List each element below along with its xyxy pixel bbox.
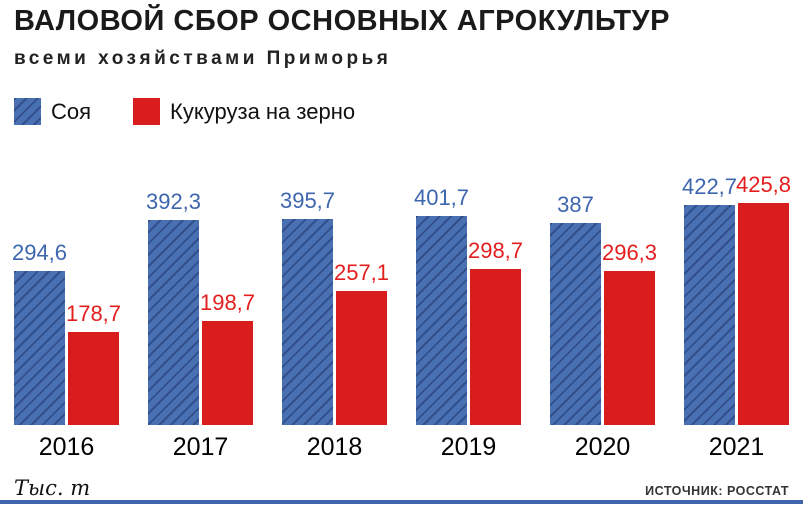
soy-value-label: 392,3 — [145, 189, 202, 215]
soy-value-label: 401,7 — [413, 185, 470, 211]
legend-item-soy: Соя — [14, 98, 92, 126]
legend: Соя Кукуруза на зерно — [14, 98, 789, 126]
page-title: ВАЛОВОЙ СБОР ОСНОВНЫХ АГРОКУЛЬТУР — [14, 5, 670, 37]
year-label: 2016 — [38, 433, 95, 462]
soy-column: 387 — [550, 192, 601, 426]
corn-bar — [470, 269, 521, 426]
page-subtitle: всеми хозяйствами Приморья — [14, 48, 392, 70]
corn-bar — [68, 332, 119, 426]
chart: 294,6 178,7 2016 392,3 198,7 2017 395,7 257,1 20… — [11, 172, 792, 462]
bar-group: 401,7 298,7 2019 — [413, 173, 524, 462]
corn-bar — [604, 271, 655, 426]
footer: Тыс. т ИСТОЧНИК: РОССТАТ — [14, 476, 789, 500]
year-label: 2017 — [172, 433, 229, 462]
soy-bar — [282, 219, 333, 426]
bar-group: 387 296,3 2020 — [550, 173, 658, 462]
corn-column: 257,1 — [333, 260, 390, 426]
soy-value-label: 387 — [557, 192, 594, 218]
bars-row: 392,3 198,7 — [145, 173, 256, 426]
soy-value-label: 422,7 — [681, 174, 738, 200]
corn-column: 178,7 — [65, 301, 122, 426]
soy-column: 395,7 — [279, 188, 336, 426]
corn-column: 425,8 — [735, 172, 792, 426]
legend-label-soy: Соя — [51, 98, 92, 124]
unit-label: Тыс. т — [14, 476, 91, 501]
soy-bar — [416, 216, 467, 426]
bars-row: 387 296,3 — [550, 173, 658, 426]
corn-value-label: 425,8 — [735, 172, 792, 198]
year-label: 2021 — [708, 433, 765, 462]
year-label: 2019 — [440, 433, 497, 462]
legend-item-corn: Кукуруза на зерно — [133, 98, 356, 126]
soy-bar — [684, 205, 735, 426]
soy-value-label: 395,7 — [279, 188, 336, 214]
year-label: 2018 — [306, 433, 363, 462]
corn-bar — [738, 203, 789, 426]
bars-row: 395,7 257,1 — [279, 173, 390, 426]
corn-bar — [336, 291, 387, 426]
bar-group: 395,7 257,1 2018 — [279, 173, 390, 462]
soy-bar — [550, 223, 601, 426]
bar-group: 392,3 198,7 2017 — [145, 173, 256, 462]
accent-line — [0, 500, 803, 504]
corn-column: 296,3 — [601, 240, 658, 426]
corn-swatch-icon — [133, 98, 161, 126]
bars-row: 294,6 178,7 — [11, 173, 122, 426]
soy-bar — [14, 271, 65, 426]
year-label: 2020 — [574, 433, 631, 462]
soy-column: 294,6 — [11, 240, 68, 426]
soy-value-label: 294,6 — [11, 240, 68, 266]
corn-value-label: 296,3 — [601, 240, 658, 266]
bars-row: 422,7 425,8 — [681, 172, 792, 426]
corn-column: 298,7 — [467, 238, 524, 426]
source-label: ИСТОЧНИК: РОССТАТ — [645, 484, 789, 499]
bars-row: 401,7 298,7 — [413, 173, 524, 426]
soy-column: 422,7 — [681, 174, 738, 426]
legend-label-corn: Кукуруза на зерно — [170, 98, 356, 124]
bar-group: 294,6 178,7 2016 — [11, 173, 122, 462]
corn-value-label: 198,7 — [199, 290, 256, 316]
corn-value-label: 257,1 — [333, 260, 390, 286]
corn-value-label: 178,7 — [65, 301, 122, 327]
soy-column: 392,3 — [145, 189, 202, 426]
soy-column: 401,7 — [413, 185, 470, 426]
soy-bar — [148, 220, 199, 426]
bar-group: 422,7 425,8 2021 — [681, 172, 792, 462]
corn-column: 198,7 — [199, 290, 256, 426]
corn-value-label: 298,7 — [467, 238, 524, 264]
corn-bar — [202, 321, 253, 426]
soy-swatch-icon — [14, 98, 41, 126]
